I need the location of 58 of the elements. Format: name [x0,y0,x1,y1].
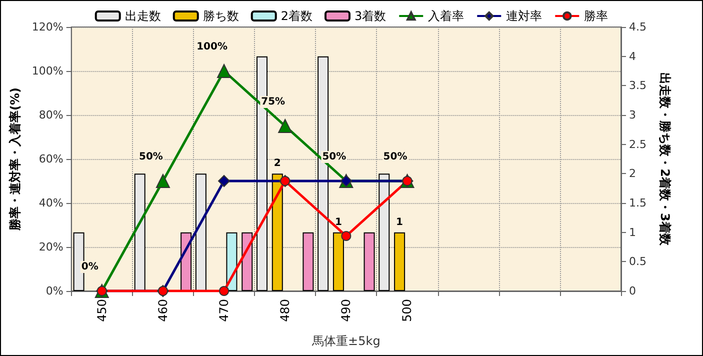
y-axis-title: 勝率・連対率・入着率(%) [8,88,22,232]
data-label: 50% [383,152,408,162]
point [156,174,170,188]
y2-tick-label: 4 [629,50,636,63]
point [278,119,292,133]
y-tick-label: 20% [38,240,64,254]
x-tick-label: 490 [339,299,354,322]
point [219,286,230,296]
y-tick-label: 60% [38,152,64,166]
data-label: 2 [274,158,281,170]
bar [272,174,283,291]
bar [332,232,344,291]
bar [364,232,375,291]
y2-tick-label: 1 [629,226,636,239]
x-tick-label: 480 [278,299,292,322]
legend-label: 2着数 [280,9,313,23]
y-tick-label: 80% [38,108,64,122]
y2-tick-label: 4.5 [629,20,646,34]
y2-tick-label: 2.5 [629,138,646,151]
point [341,231,352,241]
y-tick-label: 120% [32,20,64,34]
data-label: 0% [81,262,98,272]
bar [302,232,314,291]
point [217,64,232,78]
bar [242,232,253,291]
y2-tick-label: 3 [629,108,636,122]
bar [134,174,146,291]
data-label: 75% [261,96,286,108]
y2-tick-label: 2 [629,167,636,180]
data-label: 1 [396,216,404,228]
legend-label: 3着数 [354,9,386,23]
bar [226,232,238,291]
legend-label: 出走数 [124,9,161,23]
data-label: 100% [196,42,228,52]
data-label: 50% [322,152,346,162]
legend-label: 連対率 [506,9,542,23]
bar [195,174,206,291]
data-label: 1 [334,216,342,228]
point [218,175,230,187]
y2-tick-label: 0.5 [629,255,646,268]
y-tick-label: 100% [32,64,64,78]
y2-tick-label: 3.5 [629,79,646,92]
y2-axis-title: 出走数・勝ち数・2着数・3着数 [658,72,672,246]
bar [378,174,390,291]
x-tick-label: 460 [156,299,170,322]
x-tick-label: 470 [217,299,232,322]
x-axis-title: 馬体重±5kg [311,334,380,348]
x-tick-label: 500 [400,299,414,322]
x-tick-label: 450 [94,299,109,322]
bar [394,232,406,291]
y-tick-label: 0% [46,284,64,298]
y2-tick-label: 0 [629,284,636,298]
y-tick-label: 40% [38,196,64,210]
data-label: 50% [138,152,163,162]
legend-label: 勝ち数 [202,9,239,23]
legend-label: 入着率 [428,9,464,23]
y2-tick-label: 1.5 [629,196,646,210]
legend-label: 勝率 [584,9,608,23]
